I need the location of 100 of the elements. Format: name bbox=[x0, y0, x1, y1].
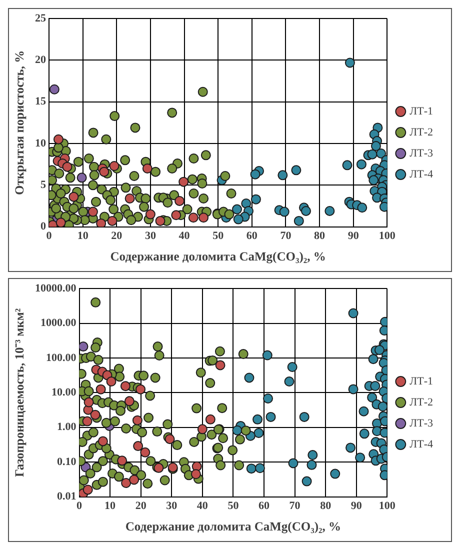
point bbox=[62, 162, 72, 172]
point bbox=[371, 141, 381, 152]
x-tick-label: 50 bbox=[228, 500, 240, 512]
point bbox=[266, 412, 276, 422]
point bbox=[145, 209, 156, 220]
point bbox=[250, 169, 260, 180]
point bbox=[301, 206, 311, 216]
y-tick-label: 0.01 bbox=[57, 490, 76, 503]
point bbox=[378, 358, 388, 368]
point bbox=[254, 463, 265, 474]
point bbox=[288, 458, 298, 468]
x-axis-title: Содержание доломита CaMg(CO₃)₂, % bbox=[125, 520, 342, 534]
point bbox=[98, 436, 108, 446]
point bbox=[96, 218, 106, 227]
x-tick-label: 100 bbox=[378, 230, 396, 242]
point bbox=[306, 460, 317, 470]
point bbox=[302, 476, 312, 486]
point bbox=[262, 394, 273, 404]
point bbox=[68, 192, 79, 202]
point bbox=[232, 425, 242, 436]
point bbox=[367, 149, 378, 160]
legend-label: ЛТ-4 bbox=[410, 438, 434, 450]
x-tick-label: 20 bbox=[111, 230, 123, 242]
point bbox=[106, 376, 116, 387]
point bbox=[246, 464, 256, 474]
y-tick-label: 1000.00 bbox=[40, 317, 77, 330]
x-tick-label: 40 bbox=[196, 500, 208, 512]
point bbox=[308, 450, 318, 460]
point bbox=[250, 194, 261, 204]
x-tick-label: 100 bbox=[378, 500, 396, 512]
point bbox=[368, 175, 379, 186]
point bbox=[99, 166, 110, 177]
legend-label: ЛТ-4 bbox=[410, 168, 434, 180]
point bbox=[359, 428, 370, 439]
x-tick-label: 30 bbox=[166, 500, 178, 512]
point bbox=[117, 456, 128, 466]
point bbox=[324, 206, 335, 216]
point bbox=[56, 218, 66, 227]
point bbox=[232, 204, 242, 214]
point bbox=[124, 193, 135, 204]
point bbox=[370, 381, 380, 391]
point bbox=[109, 161, 120, 172]
x-tick-label: 70 bbox=[280, 230, 292, 242]
point bbox=[358, 406, 369, 416]
y-tick-label: 10.00 bbox=[52, 386, 77, 399]
point bbox=[124, 396, 134, 406]
point bbox=[357, 202, 368, 213]
point bbox=[346, 442, 356, 453]
y-tick-label: 10000.00 bbox=[35, 282, 77, 294]
point bbox=[254, 428, 264, 438]
point bbox=[188, 212, 198, 223]
point bbox=[368, 354, 378, 364]
point bbox=[356, 159, 366, 170]
y-tick-label: 10 bbox=[35, 137, 46, 150]
y-tick-label: 100.00 bbox=[46, 352, 77, 364]
point bbox=[205, 414, 216, 424]
point bbox=[330, 468, 340, 479]
point bbox=[378, 402, 388, 412]
x-tick-label: 60 bbox=[246, 230, 258, 242]
x-tick-label: 90 bbox=[350, 500, 362, 512]
x-tick-label: 90 bbox=[348, 230, 360, 242]
legend-label: ЛТ-1 bbox=[410, 375, 433, 388]
point bbox=[142, 164, 152, 174]
y-axis-title: Открытая пористость, % bbox=[12, 50, 27, 196]
y-tick-label: 15 bbox=[35, 96, 46, 108]
point bbox=[82, 416, 92, 426]
y-tick-label: 1.00 bbox=[57, 421, 77, 434]
point bbox=[120, 381, 130, 392]
point bbox=[136, 384, 146, 394]
x-tick-label: 10 bbox=[104, 500, 116, 512]
point bbox=[279, 206, 290, 217]
point bbox=[197, 424, 208, 434]
point bbox=[348, 308, 358, 318]
y-tick-label: 0.10 bbox=[57, 456, 77, 468]
point bbox=[215, 360, 226, 370]
y-axis-title: Газопроницаемость, 10⁻³ мкм² bbox=[12, 308, 27, 478]
point bbox=[174, 196, 185, 206]
point bbox=[291, 165, 302, 176]
point bbox=[96, 384, 106, 394]
point bbox=[53, 134, 64, 144]
point bbox=[344, 58, 355, 68]
y-tick-label: 0 bbox=[40, 220, 46, 233]
x-tick-label: 80 bbox=[314, 230, 326, 242]
point bbox=[198, 212, 209, 223]
point bbox=[107, 216, 118, 226]
point bbox=[79, 342, 88, 352]
legend-label: ЛТ-3 bbox=[410, 147, 434, 160]
legend-label: ЛТ-2 bbox=[410, 396, 433, 408]
x-tick-label: 50 bbox=[212, 230, 224, 242]
point bbox=[76, 172, 87, 183]
y-tick-label: 25 bbox=[35, 12, 46, 24]
point bbox=[129, 474, 140, 485]
point bbox=[355, 452, 366, 463]
point bbox=[178, 176, 189, 187]
point bbox=[262, 350, 272, 360]
x-tick-label: 20 bbox=[135, 500, 147, 512]
point bbox=[233, 214, 244, 224]
point bbox=[49, 84, 60, 94]
legend-label: ЛТ-1 bbox=[410, 105, 433, 118]
x-tick-label: 70 bbox=[289, 500, 301, 512]
